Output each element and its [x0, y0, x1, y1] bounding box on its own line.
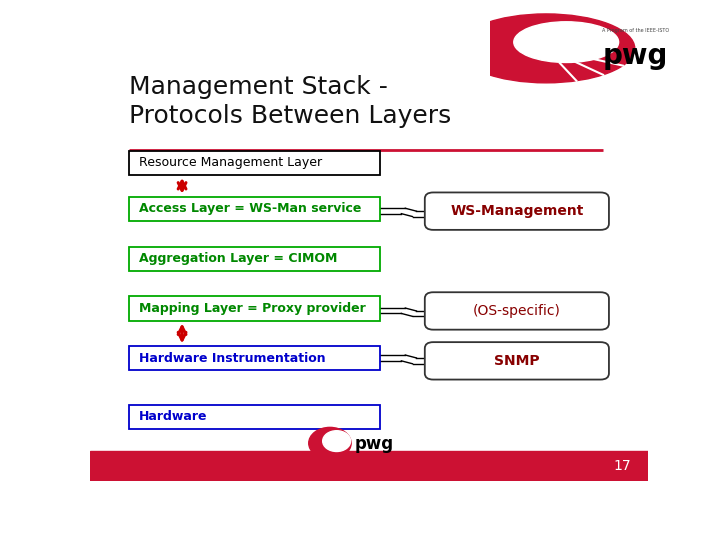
Text: Mapping Layer = Proxy provider: Mapping Layer = Proxy provider	[139, 302, 366, 315]
Text: Management Stack -
Protocols Between Layers: Management Stack - Protocols Between Lay…	[129, 75, 451, 128]
FancyBboxPatch shape	[129, 404, 380, 429]
Text: Hardware Instrumentation: Hardware Instrumentation	[139, 352, 325, 365]
Circle shape	[309, 427, 351, 459]
Text: Hardware: Hardware	[139, 410, 207, 423]
Text: (OS-specific): (OS-specific)	[473, 304, 561, 318]
FancyBboxPatch shape	[425, 292, 609, 329]
Text: 17: 17	[613, 458, 631, 472]
FancyBboxPatch shape	[129, 197, 380, 221]
FancyBboxPatch shape	[129, 346, 380, 370]
FancyBboxPatch shape	[129, 246, 380, 271]
FancyBboxPatch shape	[129, 296, 380, 321]
Text: pwg: pwg	[603, 42, 668, 70]
Circle shape	[514, 22, 618, 63]
Text: WS-Management: WS-Management	[450, 204, 583, 218]
Text: Resource Management Layer: Resource Management Layer	[139, 157, 323, 170]
FancyBboxPatch shape	[425, 342, 609, 380]
Bar	[90, 451, 648, 481]
Text: SNMP: SNMP	[494, 354, 540, 368]
Circle shape	[457, 14, 635, 83]
Text: pwg: pwg	[355, 435, 394, 454]
Text: A Program of the IEEE-ISTO: A Program of the IEEE-ISTO	[603, 28, 670, 33]
FancyBboxPatch shape	[425, 192, 609, 230]
Circle shape	[323, 431, 351, 451]
Text: Aggregation Layer = CIMOM: Aggregation Layer = CIMOM	[139, 252, 338, 265]
FancyBboxPatch shape	[129, 151, 380, 175]
Text: Access Layer = WS-Man service: Access Layer = WS-Man service	[139, 202, 361, 215]
